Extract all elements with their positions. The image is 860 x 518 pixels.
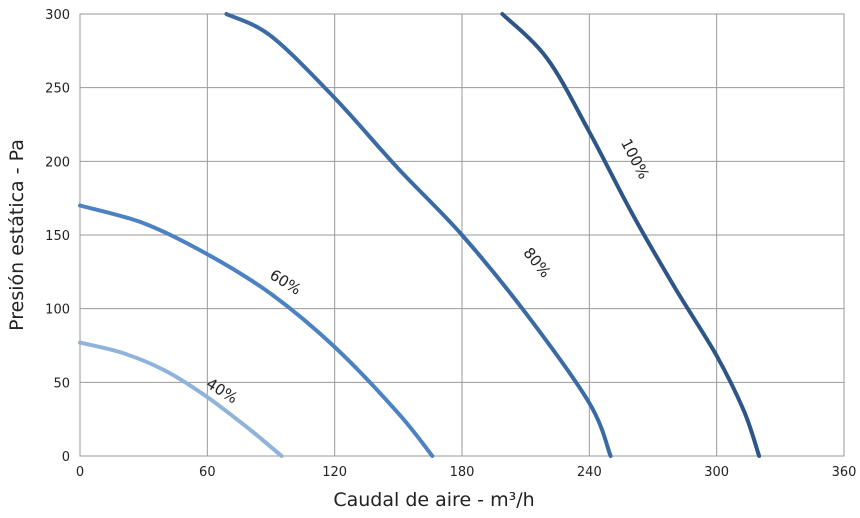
curve-100-percent	[500, 12, 762, 458]
x-tick-label: 120	[322, 465, 347, 480]
curve-label-40-percent: 40%	[203, 374, 241, 407]
x-tick-label: 60	[199, 465, 216, 480]
grid	[79, 13, 845, 457]
plot-frame	[79, 13, 845, 457]
curve-40-percent	[78, 340, 284, 458]
tick-labels: 0 60 120 180 240 300 360 0 50 100 150 200 250 300	[45, 8, 856, 480]
y-tick-label: 100	[45, 303, 70, 318]
curve-label-80-percent: 80%	[519, 244, 554, 281]
curve-80-percent	[224, 12, 613, 458]
x-tick-label: 300	[704, 465, 729, 480]
y-tick-label: 300	[45, 8, 70, 23]
x-axis-label: Caudal de aire - m³/h	[333, 489, 534, 511]
y-tick-label: 250	[45, 82, 70, 97]
x-tick-label: 360	[832, 465, 857, 480]
y-tick-label: 150	[45, 229, 70, 244]
y-axis-label: Presión estática - Pa	[6, 139, 28, 331]
curve-label-100-percent: 100%	[617, 136, 653, 182]
curve-60-percent	[78, 203, 435, 458]
x-tick-label: 0	[76, 465, 84, 480]
y-tick-label: 0	[62, 450, 70, 465]
y-tick-label: 200	[45, 155, 70, 170]
x-tick-label: 180	[450, 465, 475, 480]
x-tick-label: 240	[577, 465, 602, 480]
y-tick-label: 50	[53, 376, 70, 391]
